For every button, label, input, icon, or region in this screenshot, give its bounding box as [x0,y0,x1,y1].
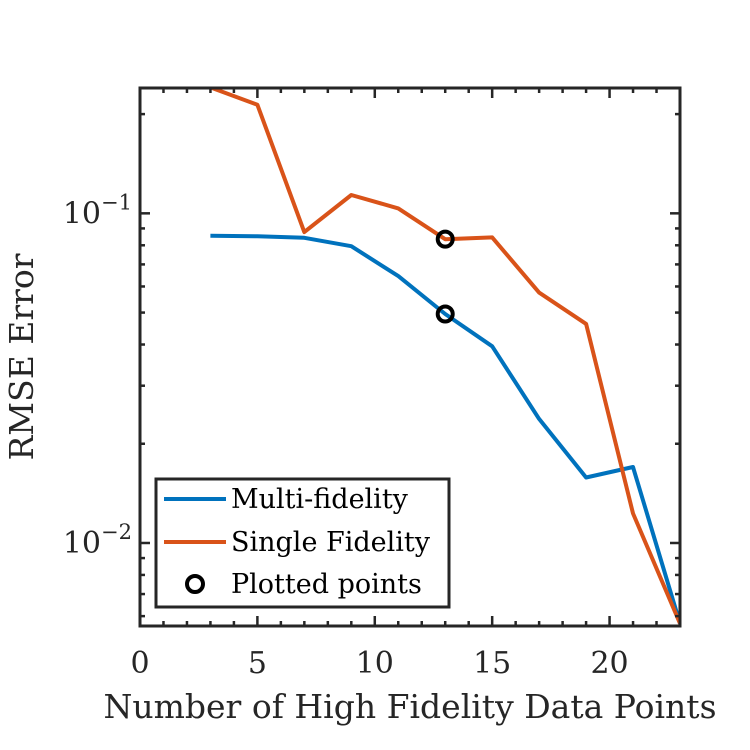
series-layer [209,88,680,625]
legend-label-multi-fidelity: Multi-fidelity [231,484,409,515]
plotted-point-marker [435,229,455,249]
x-tick-label: 15 [473,646,511,681]
legend: Multi-fidelity Single Fidelity Plotted p… [154,477,451,609]
y-tick-label: 10−1 [63,190,132,231]
y-axis-label: RMSE Error [2,253,41,460]
series-line-multi-fidelity [210,233,680,625]
plotted-point-marker [435,304,455,324]
legend-label-plotted-points: Plotted points [231,569,422,600]
legend-marker-plotted-points [185,574,205,594]
legend-label-single-fidelity: Single Fidelity [231,527,431,558]
y-tick-label: 10−2 [63,520,132,561]
plot-frame [138,86,682,628]
x-tick-label: 20 [590,646,628,681]
series-line-single-fidelity [209,88,680,625]
x-tick-label: 5 [248,646,267,681]
x-tick-labels: 0 5 10 15 20 [130,646,628,681]
marker-layer [435,229,455,324]
x-tick-label: 0 [130,646,149,681]
x-axis-label: Number of High Fidelity Data Points [103,687,716,726]
x-tick-label: 10 [356,646,394,681]
y-tick-labels: 10−1 10−2 [63,190,132,561]
